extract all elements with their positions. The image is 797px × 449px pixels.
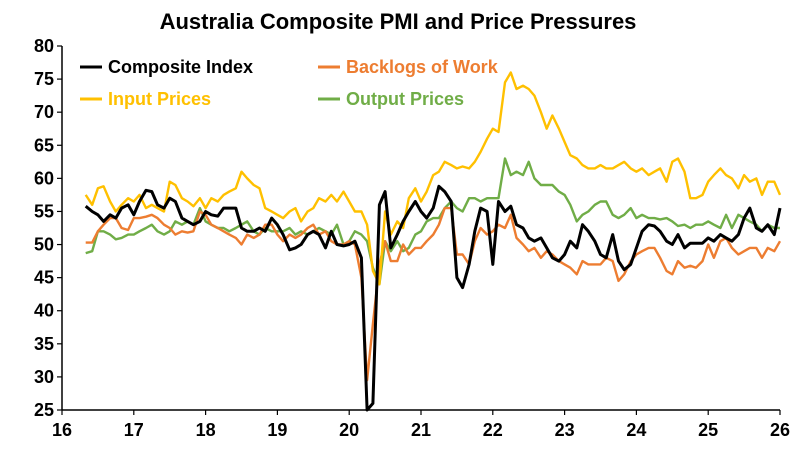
legend-label: Input Prices (108, 89, 211, 109)
x-tick-label: 19 (267, 420, 287, 440)
x-tick-label: 21 (411, 420, 431, 440)
y-tick-label: 30 (34, 367, 54, 387)
series-line-input-prices (84, 71, 782, 286)
plot-area (84, 71, 782, 412)
chart-title: Australia Composite PMI and Price Pressu… (160, 9, 637, 34)
x-tick-label: 17 (124, 420, 144, 440)
legend-label: Backlogs of Work (346, 57, 499, 77)
y-tick-label: 75 (34, 69, 54, 89)
y-tick-label: 65 (34, 135, 54, 155)
x-tick-label: 23 (555, 420, 575, 440)
y-tick-label: 25 (34, 400, 54, 420)
y-tick-label: 80 (34, 36, 54, 56)
y-tick-label: 70 (34, 102, 54, 122)
y-tick-label: 40 (34, 301, 54, 321)
axes: 25 30 35 40 45 50 55 60 65 70 75 80 16 17 18 19 20 21 22 23… (34, 36, 790, 440)
series-line-composite-index (84, 184, 782, 412)
x-tick-label: 26 (770, 420, 790, 440)
x-tick-label: 22 (483, 420, 503, 440)
y-tick-label: 35 (34, 334, 54, 354)
legend: Composite Index Backlogs of Work Input Pri… (80, 57, 499, 109)
x-tick-label: 18 (196, 420, 216, 440)
y-tick-label: 60 (34, 168, 54, 188)
legend-label: Composite Index (108, 57, 253, 77)
x-tick-label: 20 (339, 420, 359, 440)
x-tick-label: 16 (52, 420, 72, 440)
legend-label: Output Prices (346, 89, 464, 109)
series-line-backlogs-of-work (85, 206, 782, 382)
y-tick-label: 50 (34, 235, 54, 255)
x-tick-label: 24 (626, 420, 646, 440)
y-tick-label: 55 (34, 201, 54, 221)
y-tick-label: 45 (34, 268, 54, 288)
x-tick-label: 25 (698, 420, 718, 440)
